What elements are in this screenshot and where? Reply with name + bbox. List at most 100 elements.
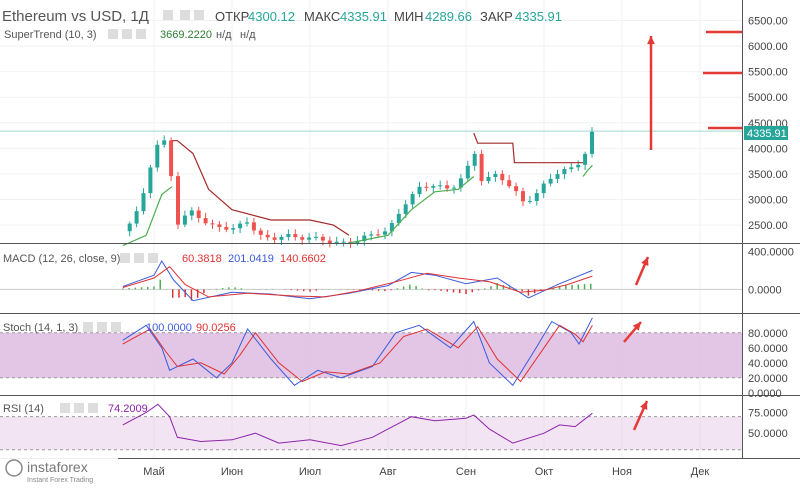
candle-body	[134, 211, 139, 224]
supertrend-legend: SuperTrend (10, 3) 3669.2220 н/д н/д	[4, 29, 256, 41]
candle-body	[396, 213, 401, 224]
candle-body	[417, 186, 422, 195]
stoch-value-2: 90.0256	[196, 322, 236, 334]
low-label: МИН	[394, 9, 424, 24]
candle-body	[127, 223, 132, 232]
open-label: ОТКР	[215, 9, 249, 24]
candle-body	[279, 236, 284, 240]
close-icon[interactable]	[88, 403, 98, 413]
logo-bg	[0, 456, 118, 485]
stoch-tick-label: 0.0000	[748, 388, 782, 400]
settings-icon[interactable]	[97, 322, 107, 332]
macd-series-line	[122, 266, 593, 298]
candle-body	[562, 169, 567, 175]
candle-body	[217, 224, 222, 227]
visibility-icon[interactable]	[180, 10, 190, 20]
candle-body	[182, 215, 187, 225]
candle-body	[307, 237, 312, 240]
price-tick-label: 2500.00	[748, 220, 788, 232]
candle-body	[493, 173, 498, 178]
grid-layer	[0, 0, 742, 458]
candle-body	[169, 140, 174, 177]
stoch-series-line	[122, 317, 593, 387]
candle-body	[362, 235, 367, 242]
header: Ethereum vs USD, 1Д ОТКР 4300.12 МАКС 43…	[2, 8, 562, 25]
candle-body	[534, 193, 539, 202]
low-value: 4289.66	[425, 9, 472, 24]
candle-body	[196, 210, 201, 219]
candle-body	[583, 153, 588, 165]
close-icon[interactable]	[136, 29, 146, 39]
visibility-icon[interactable]	[120, 253, 130, 263]
candle-body	[148, 167, 153, 194]
visibility-icon[interactable]	[60, 403, 70, 413]
candle-body	[320, 236, 325, 241]
settings-icon[interactable]	[122, 29, 132, 39]
logo-tagline: Instant Forex Trading	[27, 477, 93, 484]
macd-value-1: 60.3818	[182, 253, 222, 265]
macd-value-2: 201.0419	[228, 253, 274, 265]
candle-body	[590, 131, 594, 154]
stoch-tick-label: 40.0000	[748, 358, 788, 370]
up-arrow-head	[632, 322, 641, 331]
candle-body	[341, 241, 346, 243]
candle-body	[410, 194, 415, 205]
candle-body	[155, 144, 160, 168]
up-arrow-head	[640, 401, 648, 410]
macd-tick-label: 400.0000	[748, 247, 794, 259]
macd-legend: MACD (12, 26, close, 9) 60.3818 201.0419…	[3, 253, 326, 265]
supertrend-down-line	[171, 140, 350, 236]
candle-body	[383, 231, 387, 235]
time-tick-label: Окт	[535, 466, 554, 478]
candle-body	[300, 237, 305, 240]
up-arrow-head	[647, 36, 655, 45]
macd-series-line	[122, 260, 593, 302]
candle-body	[231, 228, 236, 230]
up-arrow-head	[641, 257, 649, 266]
candle-body	[424, 186, 429, 188]
candle-body	[500, 173, 505, 181]
candle-body	[458, 178, 463, 188]
candle-body	[176, 176, 180, 225]
candle-body	[210, 223, 215, 225]
arrows-layer	[623, 30, 742, 431]
time-tick-label: Ноя	[612, 466, 632, 478]
band-layer	[0, 332, 742, 451]
candle-body	[376, 234, 381, 236]
lines-layer	[122, 132, 593, 447]
time-tick-label: Авг	[379, 466, 396, 478]
collapse-icon[interactable]	[163, 10, 173, 20]
candle-body	[541, 183, 546, 194]
candle-body	[514, 186, 519, 192]
rsi-band	[0, 416, 742, 450]
candle-body	[327, 240, 332, 244]
candle-body	[334, 241, 339, 244]
visibility-icon[interactable]	[108, 29, 118, 39]
price-tag-bg	[744, 126, 788, 140]
rsi-tick-label: 50.0000	[748, 428, 788, 440]
stoch-band	[0, 332, 742, 378]
candle-body	[245, 222, 249, 224]
supertrend-up-line	[582, 164, 593, 177]
visibility-icon[interactable]	[83, 322, 93, 332]
candle-body	[272, 237, 277, 240]
price-tick-label: 4000.00	[748, 143, 788, 155]
stoch-series-line	[122, 324, 593, 383]
macd-value-3: 140.6602	[280, 253, 326, 265]
candle-body	[486, 177, 491, 182]
settings-icon[interactable]	[134, 253, 144, 263]
candle-body	[224, 226, 229, 230]
candle-body	[431, 186, 436, 188]
candle-body	[403, 204, 408, 214]
open-value: 4300.12	[248, 9, 295, 24]
settings-icon[interactable]	[74, 403, 84, 413]
close-value: 4335.91	[515, 9, 562, 24]
close-icon[interactable]	[111, 322, 121, 332]
rsi-series-line	[122, 403, 593, 447]
close-icon[interactable]	[148, 253, 158, 263]
rsi-tick-label: 75.0000	[748, 408, 788, 420]
settings-icon[interactable]	[194, 10, 204, 20]
price-tag: 4335.91	[744, 126, 788, 140]
